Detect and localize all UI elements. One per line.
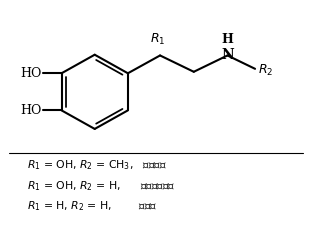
Text: N: N (221, 48, 234, 62)
Text: HO: HO (20, 104, 41, 117)
Text: HO: HO (20, 67, 41, 80)
Text: $R_1$ = OH, $R_2$ = H,      去甲肾上腺素: $R_1$ = OH, $R_2$ = H, 去甲肾上腺素 (27, 179, 176, 193)
Text: $R_2$: $R_2$ (257, 63, 273, 78)
Text: H: H (222, 33, 233, 46)
Text: $R_1$ = OH, $R_2$ = CH$_3$,   肾上腺素: $R_1$ = OH, $R_2$ = CH$_3$, 肾上腺素 (27, 159, 167, 172)
Text: $R_1$ = H, $R_2$ = H,        多巴胺: $R_1$ = H, $R_2$ = H, 多巴胺 (27, 199, 158, 213)
Text: $R_1$: $R_1$ (150, 32, 165, 47)
